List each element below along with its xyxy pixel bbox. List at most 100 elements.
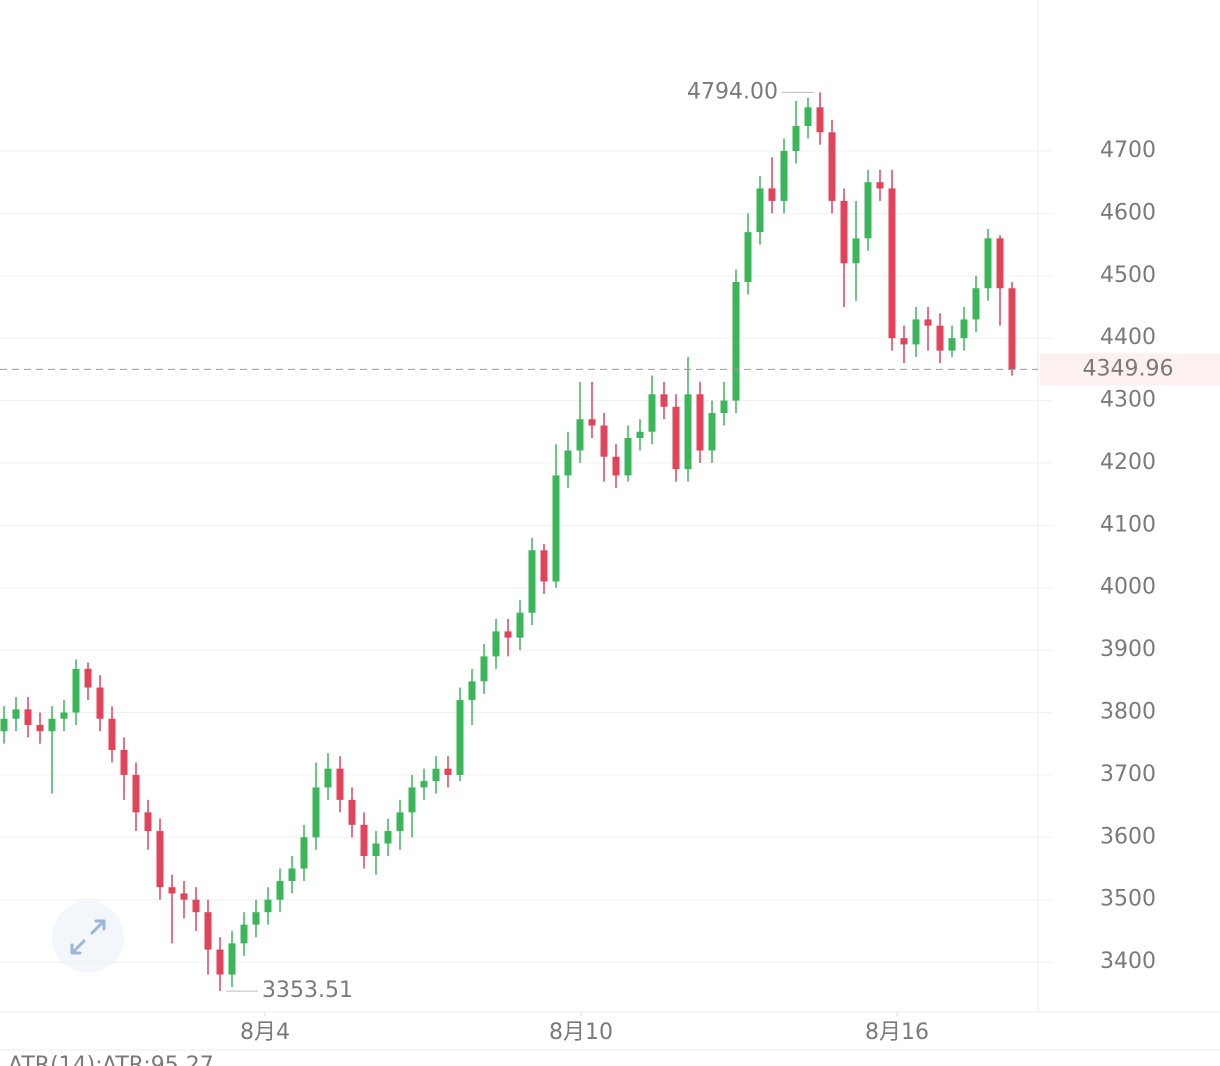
candle-body — [120, 749, 128, 775]
candle-body — [696, 394, 704, 451]
candle-body — [864, 182, 872, 239]
candle-body — [408, 787, 416, 813]
candle-body — [276, 880, 284, 900]
candle-body — [672, 406, 680, 470]
candle-body — [108, 718, 116, 750]
candle-body — [732, 282, 740, 401]
candle-body — [432, 768, 440, 782]
candle-body — [228, 943, 236, 975]
candle-body — [288, 868, 296, 881]
candle-body — [1008, 288, 1016, 370]
candle-body — [756, 188, 764, 233]
candle-body — [804, 107, 812, 127]
expand-button[interactable] — [52, 901, 124, 973]
indicator-value: ATR:95.27 — [102, 1053, 214, 1066]
y-tick-label: 4100 — [1100, 512, 1156, 537]
candle-body — [36, 724, 44, 732]
candle-body — [348, 799, 356, 825]
expand-bg[interactable] — [52, 901, 124, 973]
candle-body — [960, 319, 968, 339]
candle-body — [600, 425, 608, 457]
candle-body — [444, 768, 452, 775]
y-tick-label: 3700 — [1100, 762, 1156, 787]
candle-body — [528, 550, 536, 613]
candle-body — [936, 325, 944, 351]
candle-body — [72, 668, 80, 713]
candle-body — [540, 550, 548, 582]
candle-body — [792, 126, 800, 151]
y-tick-label: 3500 — [1100, 887, 1156, 912]
candle-body — [516, 612, 524, 638]
candle-body — [60, 712, 68, 719]
last-price-box — [1040, 353, 1220, 386]
candle-body — [192, 899, 200, 913]
candle-body — [924, 319, 932, 326]
candle-body — [204, 912, 212, 950]
candle-body — [744, 232, 752, 283]
y-tick-label: 3800 — [1100, 700, 1156, 725]
candle-body — [396, 812, 404, 832]
candle-body — [216, 949, 224, 975]
expand-icon[interactable] — [70, 919, 106, 955]
candle-body — [456, 700, 464, 775]
candle-body — [816, 107, 824, 133]
candle-body — [300, 837, 308, 869]
candle-body — [972, 288, 980, 320]
y-tick-label: 3900 — [1100, 637, 1156, 662]
candle-body — [636, 431, 644, 438]
candle-body — [264, 899, 272, 913]
y-tick-label: 4200 — [1100, 450, 1156, 475]
candle-body — [876, 182, 884, 189]
y-tick-label: 4700 — [1100, 138, 1156, 163]
candle-body — [612, 456, 620, 476]
candle-body — [948, 338, 956, 351]
candle-body — [312, 787, 320, 838]
candle-body — [0, 718, 8, 732]
x-tick-label: 8月16 — [865, 1020, 929, 1045]
candle-body — [780, 150, 788, 201]
candle-body — [588, 419, 596, 426]
candle-body — [168, 887, 176, 894]
candle-body — [660, 394, 668, 407]
candle-body — [324, 768, 332, 788]
candle-body — [96, 687, 104, 719]
y-tick-label: 4400 — [1100, 325, 1156, 350]
candle-body — [144, 812, 152, 832]
candle-body — [48, 718, 56, 732]
y-tick-label: 4500 — [1100, 263, 1156, 288]
y-tick-label: 4300 — [1100, 388, 1156, 413]
candle-body — [684, 394, 692, 470]
candle-body — [492, 631, 500, 657]
candle-body — [384, 831, 392, 844]
y-tick-label: 3400 — [1100, 949, 1156, 974]
candle-body — [156, 831, 164, 888]
candle-body — [468, 681, 476, 701]
candle-body — [768, 188, 776, 201]
candle-body — [984, 238, 992, 289]
x-tick-label: 8月10 — [549, 1020, 613, 1045]
candle-body — [852, 238, 860, 264]
candle-body — [888, 188, 896, 339]
y-tick-label: 4600 — [1100, 200, 1156, 225]
candle-body — [372, 843, 380, 857]
candle-body — [252, 912, 260, 925]
candle-body — [996, 238, 1004, 289]
last-price-label: 4349.96 — [1083, 356, 1174, 381]
candle-body — [480, 656, 488, 682]
candle-body — [912, 319, 920, 345]
candle-body — [24, 709, 32, 725]
candle-body — [648, 394, 656, 432]
candle-body — [552, 475, 560, 582]
low-label: 3353.51 — [262, 978, 353, 1003]
candle-body — [720, 400, 728, 414]
candle-body — [360, 824, 368, 857]
candle-body — [828, 132, 836, 201]
candle-body — [132, 774, 140, 813]
candle-body — [840, 200, 848, 264]
candle-body — [12, 709, 20, 719]
y-tick-label: 3600 — [1100, 824, 1156, 849]
candle-body — [624, 437, 632, 476]
candle-body — [240, 924, 248, 944]
candle-body — [420, 781, 428, 788]
